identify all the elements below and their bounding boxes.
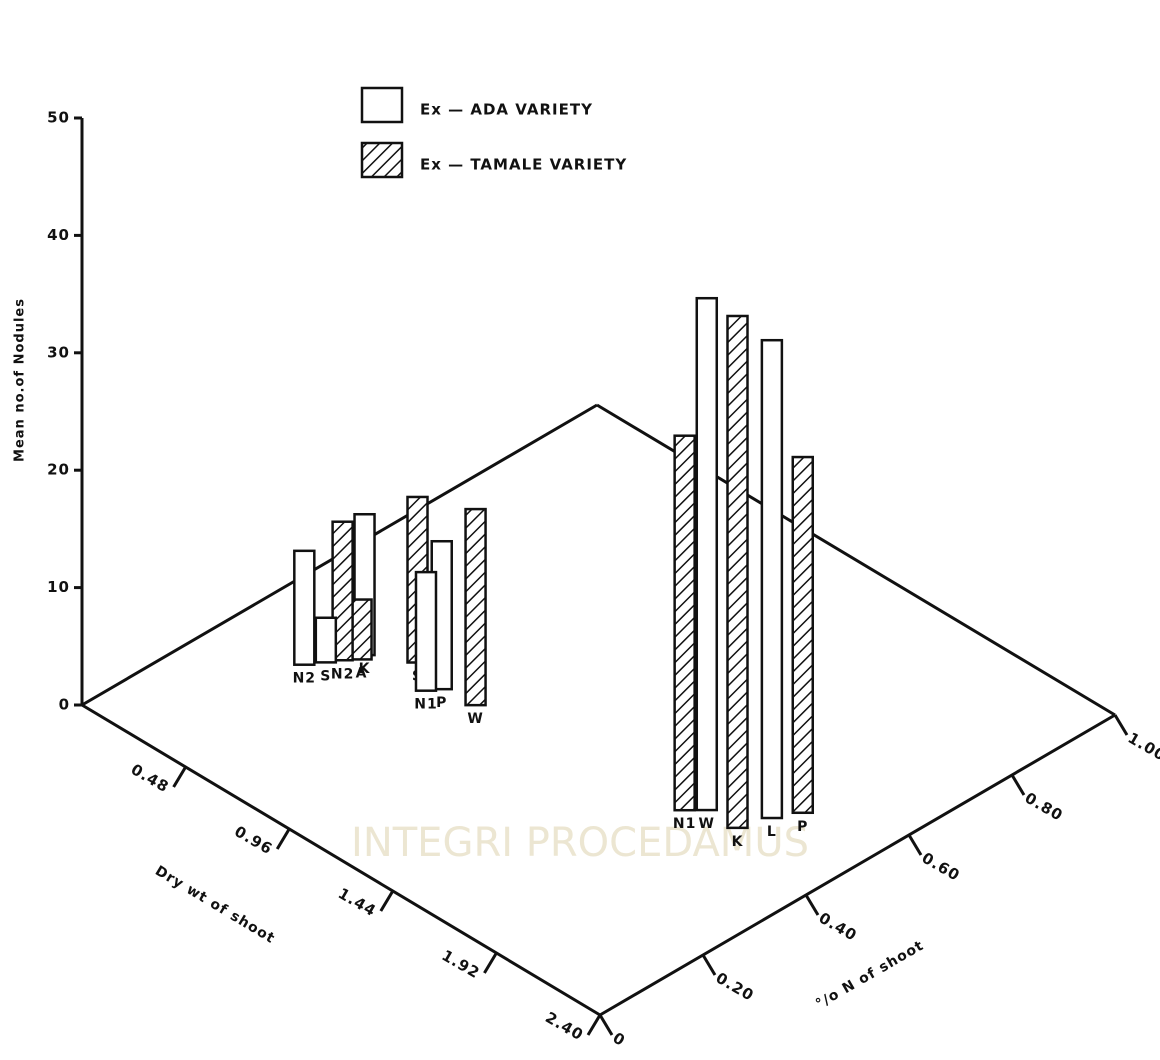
bar [294,551,314,665]
x-tick-label: 1.92 [439,946,484,982]
y-tick [1115,715,1127,735]
legend-swatch [362,88,402,122]
bar [727,316,747,828]
bar-label: S [320,668,331,684]
bar-label: W [467,711,483,727]
legend-swatch [362,143,402,177]
z-axis-title: Mean no.of Nodules [13,298,28,462]
x-axis-title: Dry wt of shoot [152,863,278,947]
z-tick-label: 0 [59,696,70,714]
bar-label: P [797,819,808,835]
bar [352,600,372,660]
bar-label: K [732,834,744,850]
z-tick-label: 20 [47,461,70,479]
y-tick [600,1015,612,1035]
bar [793,457,813,813]
x-tick [484,953,496,973]
x-tick-label: 2.40 [542,1008,587,1044]
bar [416,572,436,691]
x-tick-label: 1.44 [335,884,380,920]
x-tick [381,891,393,911]
z-tick-label: 30 [47,343,70,361]
bar-label: P [436,695,447,711]
x-tick-label: 0.96 [231,822,276,858]
bar [316,618,336,663]
bar-label: N2 [293,671,316,687]
chart: INTEGRI PROCEDAMUS 010203040500.480.961.… [0,0,1160,1060]
bar-label: N2 [331,666,354,682]
bar [675,436,695,811]
y-tick [806,895,818,915]
y-tick-label: 1.00 [1125,729,1160,765]
y-tick-label: 0 [610,1029,629,1050]
bar-label: N1 [673,816,696,832]
bar-label: W [699,816,715,832]
x-tick [277,829,289,849]
bar-label: L [767,824,777,840]
bar [466,509,486,705]
legend-label: Ex — TAMALE VARIETY [420,156,627,174]
x-tick [174,767,186,787]
z-tick-label: 10 [47,578,70,596]
bar-label: A [356,665,368,681]
x-tick [588,1015,600,1035]
y-tick-label: 0.20 [713,969,758,1005]
y-tick [909,835,921,855]
y-tick-label: 0.40 [816,909,861,945]
z-tick-label: 50 [47,109,70,127]
z-tick-label: 40 [47,226,70,244]
bar [762,340,782,818]
y-axis-title: °/o N of shoot [813,938,927,1013]
y-tick [703,955,715,975]
y-tick-label: 0.60 [919,849,964,885]
y-tick-label: 0.80 [1022,789,1067,825]
bar [697,298,717,810]
y-tick [1012,775,1024,795]
legend-label: Ex — ADA VARIETY [420,101,593,119]
bar-label: N1 [414,697,437,713]
x-tick-label: 0.48 [128,760,173,796]
